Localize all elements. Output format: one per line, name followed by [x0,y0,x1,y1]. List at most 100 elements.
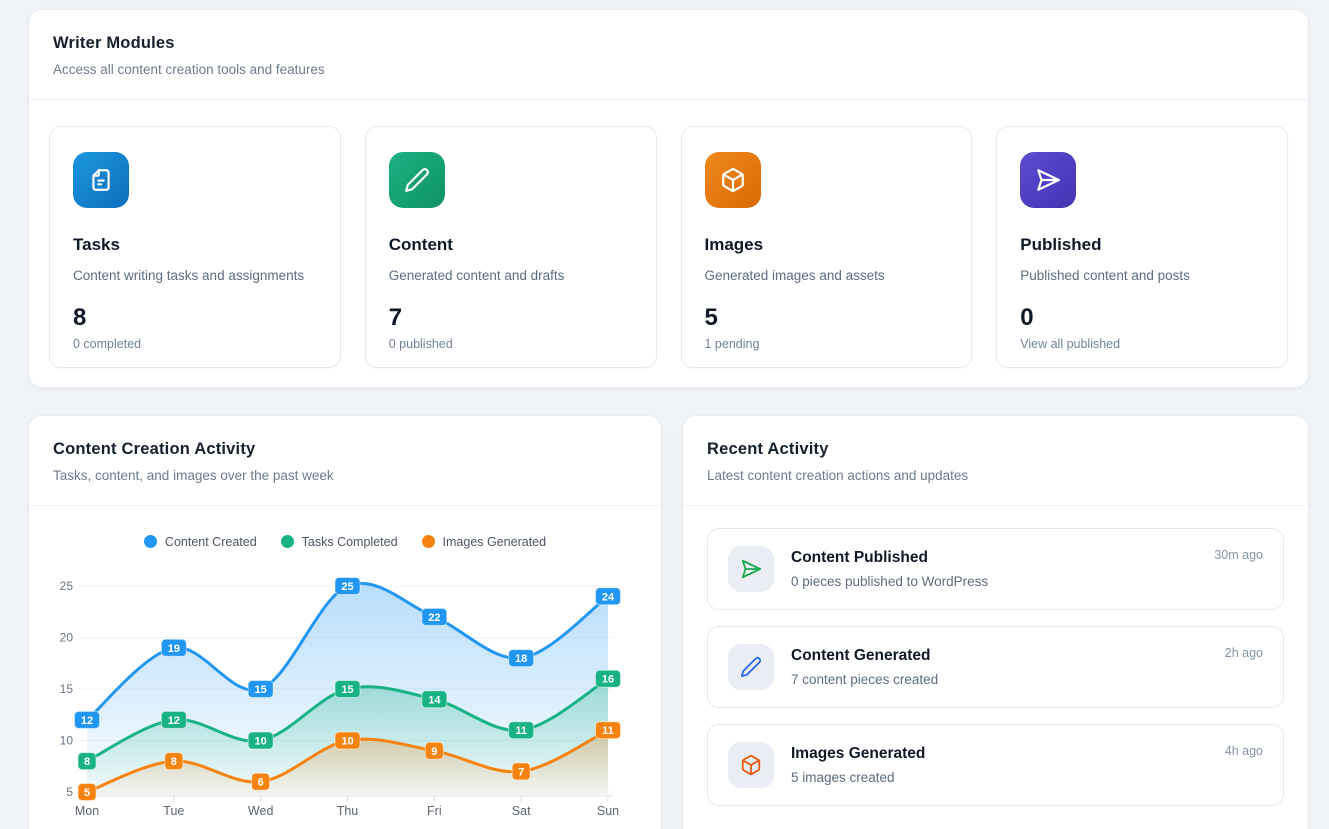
x-axis-tick-label: Thu [337,804,359,818]
recent-activity-panel: Recent Activity Latest content creation … [682,415,1309,829]
data-point-label: 19 [168,643,180,655]
data-point-label: 5 [84,787,90,799]
chart-panel-title: Content Creation Activity [53,440,256,458]
module-card-images[interactable]: Images Generated images and assets 5 1 p… [680,126,973,368]
data-point-label: 6 [258,777,264,789]
data-point-label-badge [334,577,361,595]
data-point-label: 22 [428,612,440,624]
writer-modules-header: Writer Modules Access all content creati… [29,10,1308,100]
writer-modules-subtitle: Access all content creation tools and fe… [53,62,325,77]
data-point-label: 8 [84,756,90,768]
writer-modules-panel: Writer Modules Access all content creati… [28,9,1309,388]
data-point-label-badge [77,752,97,771]
writer-modules-title: Writer Modules [53,34,175,52]
chart-panel-header: Content Creation Activity Tasks, content… [29,416,661,506]
legend-dot [280,535,294,548]
data-point-label-badge [247,731,274,750]
data-point-label-badge [164,752,184,771]
activity-item-text: Content Generated 7 content pieces creat… [791,647,938,687]
legend-label: Content Created [164,534,257,549]
data-point-label: 12 [81,715,93,727]
activity-item-title: Content Published [791,549,928,566]
data-point-label: 7 [518,766,524,778]
box-icon [728,742,774,788]
activity-item-description: 0 pieces published to WordPress [791,574,989,589]
pencil-icon [388,152,445,208]
module-cards-row: Tasks Content writing tasks and assignme… [29,100,1308,394]
activity-item-timestamp: 30m ago [1214,548,1263,562]
data-point-label-badge [74,710,100,729]
legend-dot [421,535,435,548]
data-point-label: 25 [341,581,353,593]
module-card-description: Published content and posts [1020,268,1190,283]
y-axis-tick-label: 25 [60,579,74,593]
activity-item-description: 5 images created [791,770,895,785]
module-card-count: 8 [73,304,87,331]
data-point-label: 10 [341,736,353,748]
data-point-label: 15 [255,684,267,696]
activity-item-text: Images Generated 5 images created [791,745,925,785]
chart-panel-subtitle: Tasks, content, and images over the past… [53,468,334,483]
module-card-published[interactable]: Published Published content and posts 0 … [996,126,1288,368]
legend-item[interactable]: Images Generated [421,534,547,549]
module-card-count: 7 [388,304,403,331]
module-card-description: Generated content and drafts [388,268,565,283]
legend-item[interactable]: Content Created [143,534,257,549]
module-card-description: Content writing tasks and assignments [73,268,305,283]
data-point-label: 24 [602,591,615,603]
module-card-count: 5 [704,304,718,331]
data-point-label: 11 [515,725,527,737]
send-icon [1020,152,1077,208]
x-axis-tick-label: Sat [512,804,531,818]
data-point-label-badge [247,680,274,698]
data-point-label: 18 [515,653,527,665]
y-axis-tick-label: 10 [60,734,74,748]
data-point-label: 14 [428,694,441,706]
module-card-substat: 1 pending [704,337,760,351]
data-point-label: 9 [431,746,437,758]
x-axis-tick-label: Mon [75,804,99,818]
activity-item-images-generated: Images Generated 5 images created 4h ago [707,724,1284,806]
data-point-label: 16 [602,674,614,686]
module-card-tasks[interactable]: Tasks Content writing tasks and assignme… [49,126,341,368]
data-point-label-badge [160,710,187,729]
data-point-label-badge [421,690,448,709]
y-axis-tick-label: 5 [66,785,73,799]
legend-label: Images Generated [442,534,547,549]
activity-item-content-generated: Content Generated 7 content pieces creat… [707,626,1284,708]
legend-item[interactable]: Tasks Completed [280,534,398,549]
module-card-title: Published [1020,235,1102,254]
module-card-title: Tasks [73,235,120,254]
activity-item-timestamp: 2h ago [1224,646,1263,660]
activity-item-timestamp: 4h ago [1224,744,1263,758]
module-card-title: Images [704,235,764,254]
data-point-label-badge [508,721,535,740]
send-icon [728,546,774,592]
y-axis-tick-label: 20 [60,631,74,645]
data-point-label-badge [508,649,535,668]
recent-activity-title: Recent Activity [707,440,829,458]
data-point-label-badge [595,721,621,740]
recent-activity-header: Recent Activity Latest content creation … [683,416,1308,506]
pencil-icon [728,644,774,690]
legend-label: Tasks Completed [301,534,398,549]
data-point-label-badge [595,587,621,606]
x-axis-tick-label: Tue [163,804,184,818]
activity-item-text: Content Published 0 pieces published to … [791,549,988,589]
data-point-label-badge [511,762,531,781]
data-point-label: 11 [602,725,614,737]
chart-legend: Content Created Tasks Completed Images Gen… [29,533,661,550]
activity-item-title: Content Generated [791,647,931,664]
module-card-content[interactable]: Content Generated content and drafts 7 0… [364,126,657,368]
data-point-label-badge [77,783,97,801]
activity-item-description: 7 content pieces created [791,672,939,687]
module-card-substat: 0 published [388,337,453,351]
y-axis-tick-label: 15 [60,682,74,696]
data-point-label-badge [421,607,448,626]
data-point-label: 8 [171,756,177,768]
recent-activity-list: Content Published 0 pieces published to … [683,506,1308,828]
box-icon [704,152,761,208]
activity-item-content-published: Content Published 0 pieces published to … [707,528,1284,610]
module-card-substat: 0 completed [73,337,142,351]
